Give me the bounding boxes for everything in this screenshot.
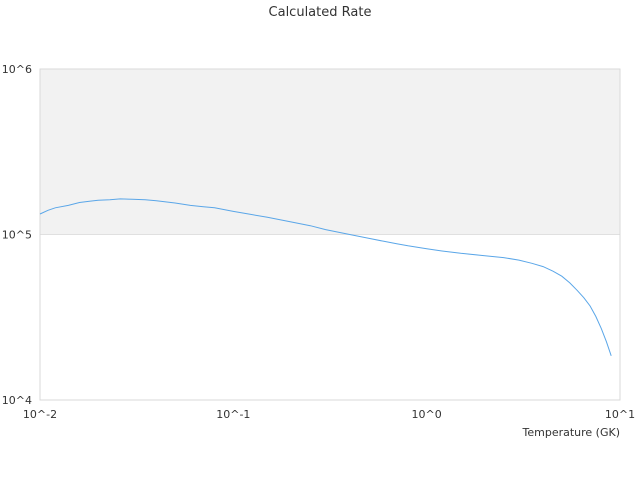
y-tick-label: 10^6 [2,63,32,76]
chart-title: Calculated Rate [269,5,372,20]
upper-decade-band [40,69,620,235]
x-tick-label: 10^1 [605,408,635,421]
x-tick-label: 10^-1 [216,408,250,421]
plot-area [39,68,621,401]
x-tick-label: 10^-2 [23,408,57,421]
y-axis-ticks: 10^4 10^5 10^6 [2,63,32,407]
x-axis-label: Temperature (GK) [522,426,621,439]
x-axis-ticks: 10^-2 10^-1 10^0 10^1 [23,408,635,421]
y-tick-label: 10^4 [2,394,32,407]
x-tick-label: 10^0 [412,408,442,421]
y-tick-label: 10^5 [2,229,32,242]
series-line [39,198,612,356]
